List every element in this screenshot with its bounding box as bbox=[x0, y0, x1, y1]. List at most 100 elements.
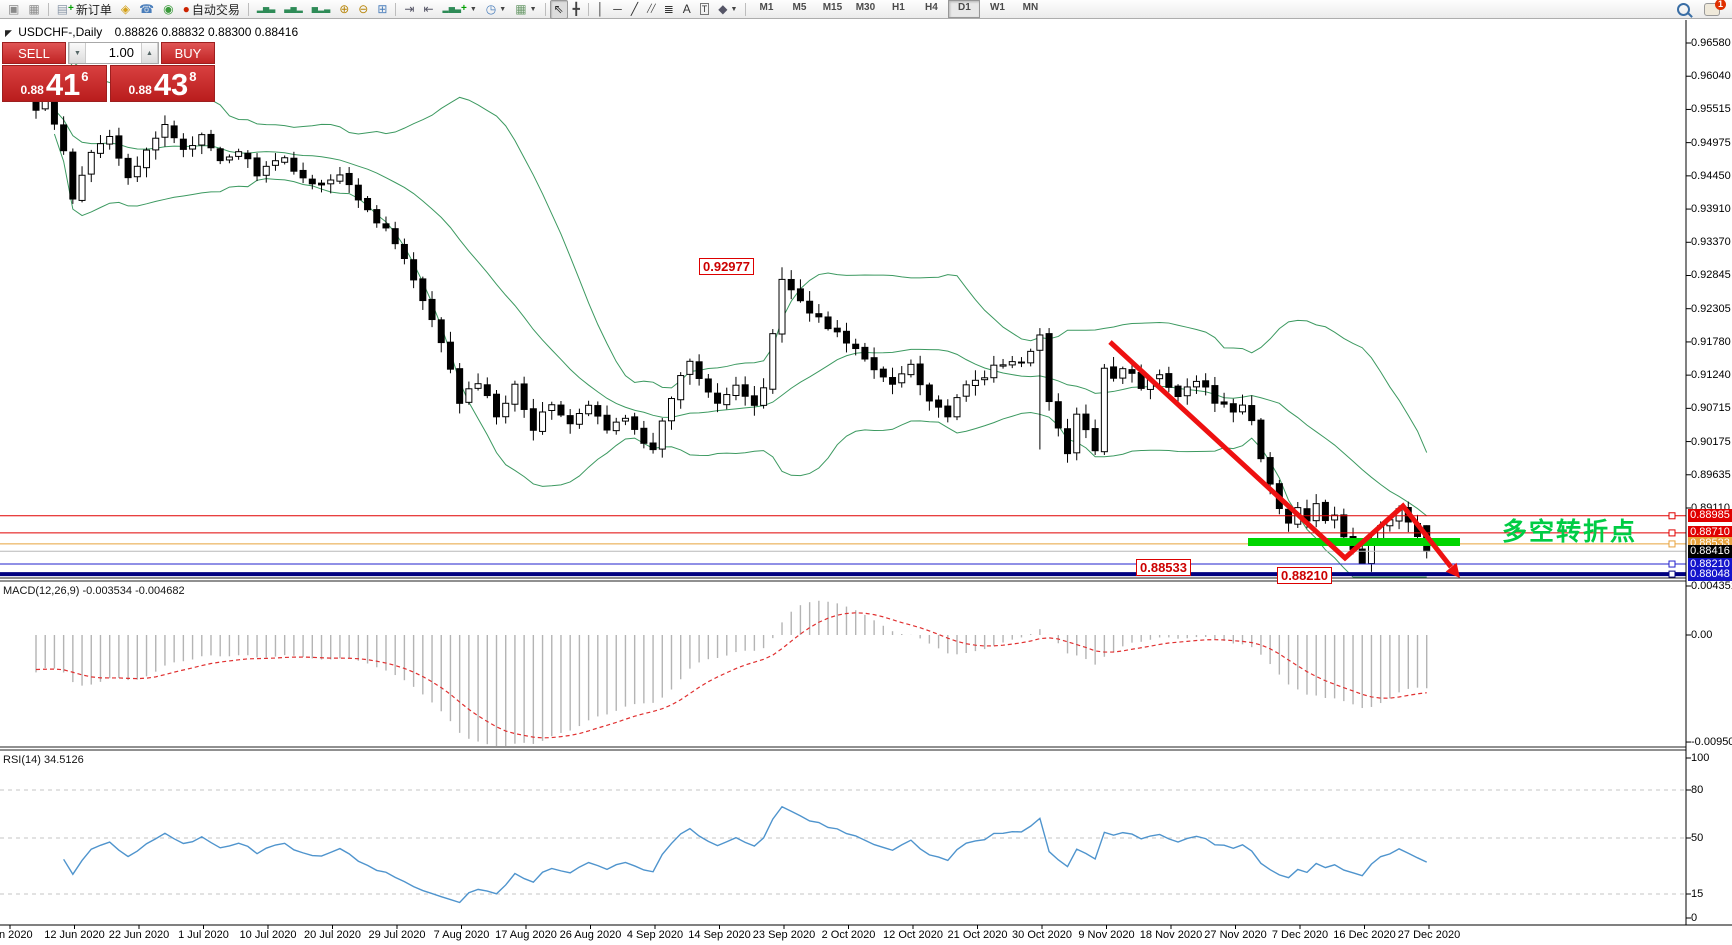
shapes-icon[interactable]: ◆ ▼ bbox=[714, 0, 741, 19]
timeframe-w1[interactable]: W1 bbox=[989, 2, 1005, 13]
text-icon[interactable]: A bbox=[679, 0, 695, 19]
date-axis-label: 7 Dec 2020 bbox=[1271, 929, 1329, 941]
period-icon[interactable]: ◷ ▼ bbox=[482, 0, 510, 19]
trendline-icon: ╱ bbox=[630, 2, 639, 16]
volume-stepper: ▼ 1.00 ▲ bbox=[68, 42, 159, 64]
template-icon[interactable]: ▦ ▼ bbox=[511, 0, 540, 19]
chart-shift-icon[interactable]: ⇤ bbox=[419, 0, 437, 19]
template-icon: ▦ bbox=[515, 2, 527, 16]
price-callout-label[interactable]: 0.88533 bbox=[1136, 559, 1191, 576]
indicator-window-icon[interactable]: ▃▅▂ bbox=[280, 0, 306, 19]
autotrading-button[interactable]: ● 自动交易 bbox=[179, 0, 244, 19]
crosshair-icon[interactable]: ╋ bbox=[569, 0, 584, 19]
text-icon: A bbox=[682, 2, 691, 16]
new-order-button[interactable]: ▤ + 新订单 bbox=[53, 0, 116, 19]
dropdown-caret-icon: ▼ bbox=[730, 5, 738, 13]
volume-input[interactable]: 1.00 bbox=[108, 45, 134, 60]
trendline-icon[interactable]: ╱ bbox=[627, 0, 642, 19]
volume-increase-button[interactable]: ▲ bbox=[141, 43, 158, 63]
autoscroll-icon[interactable]: ⇥ bbox=[400, 0, 418, 19]
toolbar-separator bbox=[544, 2, 546, 16]
level-price-tag: 0.88210 bbox=[1688, 557, 1732, 571]
objects-list-icon[interactable]: ▅▂▃ bbox=[308, 0, 334, 19]
indicator-window-icon: ▃▅▂ bbox=[284, 4, 303, 13]
hline-icon: ─ bbox=[613, 2, 622, 16]
autotrading-button-label: 自动交易 bbox=[191, 2, 240, 17]
buy-price-big: 43 bbox=[153, 67, 189, 102]
buy-price-panel[interactable]: 0.88 43 8 bbox=[110, 65, 215, 102]
toolbar: ▣ ▦ ▤ + 新订单 ◈ ☎ ◉ ● 自动交易 ▂▅▃ ▃▅▂ ▅▂▃ ⊕ ⊖ ⊞ ⇥ ⇤ ▂▅▃ + ▼ ◷ ▼ ▦ ▼ ⇖ ╋… bbox=[0, 0, 1732, 19]
sell-price-big: 41 bbox=[45, 67, 81, 102]
eraser-icon[interactable]: ◈ bbox=[117, 0, 134, 19]
eraser-icon: ◈ bbox=[120, 2, 131, 16]
new-order-button: ▤ bbox=[56, 2, 69, 16]
timeframe-m30[interactable]: M30 bbox=[855, 2, 876, 13]
date-axis-label: 10 Jul 2020 bbox=[239, 929, 297, 941]
timeframe-m1[interactable]: M1 bbox=[759, 2, 774, 13]
sell-price-prefix: 0.88 bbox=[20, 83, 44, 97]
price-callout-label[interactable]: 0.88210 bbox=[1277, 567, 1332, 584]
date-axis-label: 4 Sep 2020 bbox=[626, 929, 684, 941]
date-axis-label: 30 Oct 2020 bbox=[1012, 929, 1072, 941]
chart-shift-icon: ⇤ bbox=[423, 2, 434, 16]
new-chart-icon[interactable]: ▣ bbox=[4, 0, 23, 19]
rsi-axis-label: 0 bbox=[1691, 912, 1698, 924]
timeframe-m15[interactable]: M15 bbox=[822, 2, 843, 13]
price-axis-label: 0.95515 bbox=[1691, 103, 1731, 116]
level-price-tag: 0.88048 bbox=[1688, 567, 1732, 581]
label-icon[interactable]: T bbox=[696, 0, 714, 19]
timeframe-toolbar: M1 M5 M15 M30 H1 H4 D1 W1 MN bbox=[750, 0, 1046, 18]
timeframe-mn[interactable]: MN bbox=[1022, 2, 1039, 13]
add-indicator-icon[interactable]: ▂▅▃ + ▼ bbox=[439, 0, 481, 19]
objects-list-icon: ▅▂▃ bbox=[311, 4, 331, 13]
date-axis-label: 22 Jun 2020 bbox=[108, 929, 170, 941]
channel-icon[interactable]: ╱╱ bbox=[643, 0, 659, 19]
timeframe-m5[interactable]: M5 bbox=[792, 2, 807, 13]
date-axis-label: 12 Jun 2020 bbox=[44, 929, 105, 941]
zoom-in-icon[interactable]: ⊕ bbox=[335, 0, 353, 19]
autoscroll-icon: ⇥ bbox=[404, 2, 415, 16]
level-price-tag: 0.88710 bbox=[1688, 526, 1732, 540]
timeframe-h4[interactable]: H4 bbox=[925, 2, 938, 13]
price-axis-label: 0.94975 bbox=[1691, 136, 1731, 149]
date-axis-label: 26 Aug 2020 bbox=[559, 929, 622, 941]
macd-axis-label: -0.009504 bbox=[1691, 736, 1732, 749]
buy-price-prefix: 0.88 bbox=[128, 83, 152, 97]
plus-badge-icon: + bbox=[461, 3, 467, 14]
level-price-tag: 0.88985 bbox=[1688, 509, 1732, 523]
chart-corner-icon: ◤ bbox=[5, 28, 12, 38]
price-axis-label: 0.96580 bbox=[1691, 37, 1731, 49]
volume-decrease-button[interactable]: ▼ bbox=[69, 43, 86, 63]
sell-price-panel[interactable]: 0.88 41 6 bbox=[2, 65, 107, 102]
notifications-icon[interactable]: 1 bbox=[1704, 0, 1726, 16]
sell-button[interactable]: SELL bbox=[2, 42, 66, 64]
vline-icon[interactable]: │ bbox=[593, 0, 609, 19]
date-axis-label: 20 Jul 2020 bbox=[304, 929, 361, 941]
chart-windows-icon[interactable]: ▦ bbox=[24, 0, 43, 19]
zoom-out-icon[interactable]: ⊖ bbox=[354, 0, 372, 19]
zoom-in-icon: ⊕ bbox=[339, 2, 350, 16]
price-axis-label: 0.93910 bbox=[1691, 203, 1731, 216]
data-window-icon[interactable]: ▂▅▃ bbox=[253, 0, 279, 19]
price-axis-label: 0.89635 bbox=[1691, 468, 1731, 481]
tile-windows-icon[interactable]: ⊞ bbox=[373, 0, 391, 19]
timeframe-d1[interactable]: D1 bbox=[948, 0, 981, 18]
phone-icon[interactable]: ☎ bbox=[135, 0, 158, 19]
current-price-tag: 0.88416 bbox=[1688, 544, 1732, 558]
date-axis-label: 29 Jul 2020 bbox=[368, 929, 426, 941]
toolbar-separator bbox=[587, 2, 589, 16]
price-callout-label[interactable]: 0.92977 bbox=[699, 258, 754, 275]
price-axis-label: 0.90175 bbox=[1691, 435, 1731, 448]
dropdown-caret-icon: ▼ bbox=[529, 5, 537, 13]
hline-icon[interactable]: ─ bbox=[609, 0, 626, 19]
turning-point-annotation[interactable]: 多空转折点 bbox=[1502, 518, 1638, 546]
search-icon[interactable] bbox=[1677, 2, 1690, 16]
timeframe-h1[interactable]: H1 bbox=[892, 2, 905, 13]
fibonacci-icon[interactable]: ≣ bbox=[660, 0, 678, 19]
price-axis-label: 0.91240 bbox=[1691, 369, 1731, 382]
buy-button[interactable]: BUY bbox=[161, 42, 215, 64]
cursor-icon[interactable]: ⇖ bbox=[549, 0, 568, 19]
sonar-icon[interactable]: ◉ bbox=[159, 0, 177, 19]
